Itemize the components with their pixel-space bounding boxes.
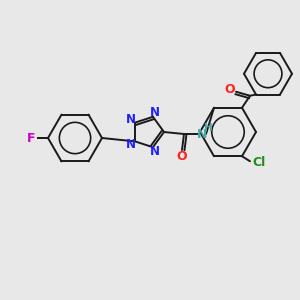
- Text: Cl: Cl: [252, 156, 266, 169]
- Text: H: H: [204, 123, 212, 133]
- Text: O: O: [225, 83, 235, 96]
- Text: N: N: [149, 106, 160, 118]
- Text: F: F: [27, 131, 35, 145]
- Text: N: N: [126, 113, 136, 126]
- Text: N: N: [149, 146, 160, 158]
- Text: N: N: [126, 138, 136, 151]
- Text: O: O: [177, 151, 187, 164]
- Text: N: N: [197, 128, 207, 140]
